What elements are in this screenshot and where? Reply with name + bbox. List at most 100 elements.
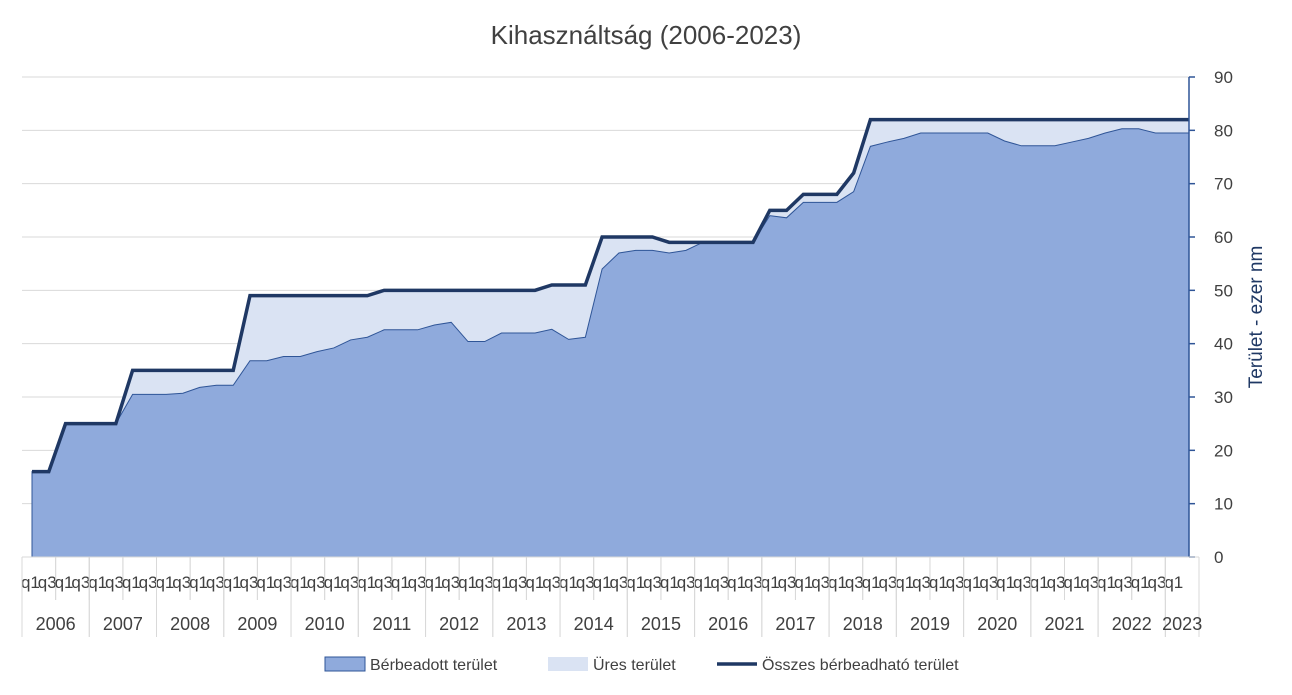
- y-tick-70: 70: [1214, 175, 1233, 194]
- y-tick-0: 0: [1214, 548, 1223, 567]
- x-tick-q1: q1: [424, 573, 443, 592]
- x-year-label-2020: 2020: [977, 614, 1017, 634]
- x-tick-q3: q3: [643, 573, 662, 592]
- x-tick-q3: q3: [71, 573, 90, 592]
- x-axis: q1q3q1q3q1q3q1q3q1q3q1q3q1q3q1q3q1q3q1q3…: [21, 556, 1202, 637]
- x-tick-q1: q1: [55, 573, 74, 592]
- x-tick-q3: q3: [509, 573, 528, 592]
- x-tick-q3: q3: [778, 573, 797, 592]
- x-tick-q1: q1: [1063, 573, 1082, 592]
- x-tick-q1: q1: [1131, 573, 1150, 592]
- y-axis-label: Terület - ezer nm: [1246, 246, 1267, 389]
- x-year-label-2010: 2010: [305, 614, 345, 634]
- x-year-label-2015: 2015: [641, 614, 681, 634]
- x-tick-q1: q1: [828, 573, 847, 592]
- x-tick-q1: q1: [593, 573, 612, 592]
- x-tick-q1: q1: [357, 573, 376, 592]
- x-tick-q3: q3: [946, 573, 965, 592]
- x-tick-q1: q1: [290, 573, 309, 592]
- plot-line: [32, 117, 1189, 474]
- x-tick-q1: q1: [1030, 573, 1049, 592]
- legend-swatch-ures: [548, 657, 588, 671]
- x-tick-q1: q1: [996, 573, 1015, 592]
- y-tick-60: 60: [1214, 228, 1233, 247]
- x-tick-q3: q3: [105, 573, 124, 592]
- x-year-label-2022: 2022: [1112, 614, 1152, 634]
- x-year-label-2021: 2021: [1044, 614, 1084, 634]
- y-tick-50: 50: [1214, 281, 1233, 300]
- x-tick-q3: q3: [576, 573, 595, 592]
- x-year-label-2014: 2014: [574, 614, 614, 634]
- x-year-label-2006: 2006: [36, 614, 76, 634]
- x-year-label-2016: 2016: [708, 614, 748, 634]
- x-tick-q1: q1: [256, 573, 275, 592]
- x-tick-q3: q3: [845, 573, 864, 592]
- x-tick-q1: q1: [694, 573, 713, 592]
- x-tick-q3: q3: [912, 573, 931, 592]
- x-tick-q1: q1: [458, 573, 477, 592]
- legend-label-berbeadott: Bérbeadott terület: [370, 657, 498, 674]
- x-tick-q3: q3: [206, 573, 225, 592]
- x-tick-q1: q1: [525, 573, 544, 592]
- x-tick-q3: q3: [878, 573, 897, 592]
- x-tick-q3: q3: [374, 573, 393, 592]
- x-tick-q3: q3: [1080, 573, 1099, 592]
- x-tick-q1: q1: [559, 573, 578, 592]
- x-tick-q1: q1: [88, 573, 107, 592]
- x-tick-q1: q1: [895, 573, 914, 592]
- x-tick-q1: q1: [862, 573, 881, 592]
- x-year-label-2007: 2007: [103, 614, 143, 634]
- x-tick-q3: q3: [139, 573, 158, 592]
- x-tick-q3: q3: [475, 573, 494, 592]
- chart-title: Kihasználtság (2006-2023): [491, 20, 802, 50]
- line-osszes-berbeadhato-terulet: [32, 117, 1189, 474]
- x-tick-q3: q3: [273, 573, 292, 592]
- x-year-label-2011: 2011: [373, 614, 412, 634]
- x-tick-q3: q3: [710, 573, 729, 592]
- x-tick-q3: q3: [307, 573, 326, 592]
- x-tick-q3: q3: [1047, 573, 1066, 592]
- x-year-label-2023: 2023: [1162, 614, 1202, 634]
- x-tick-q1: q1: [929, 573, 948, 592]
- x-tick-q1: q1: [761, 573, 780, 592]
- x-tick-q1: q1: [626, 573, 645, 592]
- x-tick-q1: q1: [1097, 573, 1116, 592]
- x-tick-q1: q1: [492, 573, 511, 592]
- y-tick-10: 10: [1214, 495, 1233, 514]
- x-tick-q1: q1: [189, 573, 208, 592]
- x-tick-q3: q3: [408, 573, 427, 592]
- x-tick-q3: q3: [441, 573, 460, 592]
- legend-swatch-berbeadott: [324, 656, 366, 672]
- legend-label-ures: Üres terület: [593, 656, 676, 674]
- x-year-label-2017: 2017: [775, 614, 815, 634]
- legend: Bérbeadott terület Üres terület Összes b…: [324, 656, 959, 674]
- x-year-label-2012: 2012: [439, 614, 479, 634]
- x-tick-q3: q3: [1013, 573, 1032, 592]
- x-tick-q1: q1: [324, 573, 343, 592]
- area-berbeadott-terulet: [31, 128, 1190, 558]
- x-year-label-2009: 2009: [237, 614, 277, 634]
- x-tick-q1: q1: [155, 573, 174, 592]
- x-tick-q1: q1: [1164, 573, 1183, 592]
- plot-areas: [31, 119, 1190, 558]
- x-tick-q3: q3: [811, 573, 830, 592]
- x-year-label-2018: 2018: [843, 614, 883, 634]
- y-tick-20: 20: [1214, 441, 1233, 460]
- legend-label-osszes: Összes bérbeadható terület: [762, 656, 959, 674]
- x-tick-q3: q3: [172, 573, 191, 592]
- x-tick-q3: q3: [1148, 573, 1167, 592]
- x-tick-q1: q1: [727, 573, 746, 592]
- x-year-label-2013: 2013: [506, 614, 546, 634]
- x-tick-q3: q3: [38, 573, 57, 592]
- x-tick-q3: q3: [340, 573, 359, 592]
- x-year-label-2019: 2019: [910, 614, 950, 634]
- x-tick-q1: q1: [21, 573, 40, 592]
- y-tick-80: 80: [1214, 121, 1233, 140]
- x-tick-q3: q3: [609, 573, 628, 592]
- x-tick-q3: q3: [542, 573, 561, 592]
- x-tick-q1: q1: [660, 573, 679, 592]
- x-tick-q3: q3: [744, 573, 763, 592]
- y-tick-30: 30: [1214, 388, 1233, 407]
- x-tick-q1: q1: [122, 573, 141, 592]
